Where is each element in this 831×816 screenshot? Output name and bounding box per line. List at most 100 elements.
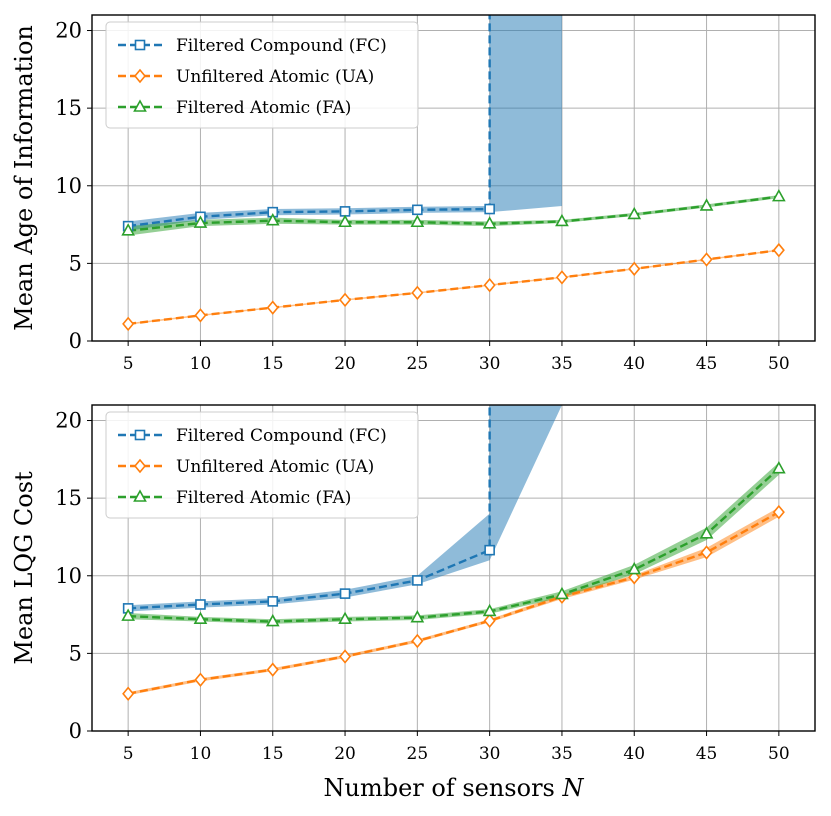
data-point xyxy=(772,242,785,258)
data-point xyxy=(555,586,569,600)
y-tick-label: 20 xyxy=(55,19,82,43)
data-point xyxy=(339,292,352,308)
x-axis-label: Number of sensors N xyxy=(323,774,584,802)
x-tick-label: 40 xyxy=(623,744,645,764)
y-axis-label: Mean Age of Information xyxy=(10,25,38,331)
data-point xyxy=(627,206,642,220)
legend-marker-1 xyxy=(133,68,147,84)
plot-area xyxy=(121,405,786,701)
data-point xyxy=(555,270,568,285)
x-tick-label: 30 xyxy=(479,744,501,764)
data-point xyxy=(484,203,495,215)
x-tick-label: 50 xyxy=(768,744,790,764)
legend-marker-1 xyxy=(133,458,147,474)
lqg-chart: 5 10 15 20 25 30 35 40 45 50 0 5 10 15 20 Mean LQG Cost… xyxy=(10,404,816,802)
y-tick-label: 5 xyxy=(69,641,82,665)
data-point xyxy=(265,613,280,627)
x-tick-label: 15 xyxy=(262,354,284,374)
axes-frame xyxy=(91,404,816,732)
data-point xyxy=(194,308,207,323)
data-point xyxy=(265,213,280,226)
x-tick-label: 45 xyxy=(696,354,718,374)
data-point xyxy=(772,504,785,520)
x-tick-label: 20 xyxy=(334,354,356,374)
legend-marker-2 xyxy=(133,489,147,502)
data-point xyxy=(194,672,207,688)
y-axis-label: Mean LQG Cost xyxy=(10,471,38,665)
x-axis-label-var: N xyxy=(562,774,585,802)
data-point xyxy=(121,223,136,236)
legend-marker-2 xyxy=(133,99,147,112)
y-tick-label: 10 xyxy=(55,564,82,588)
x-tick-label: 30 xyxy=(479,354,501,374)
confidence-band-0 xyxy=(128,405,562,612)
x-tick-label: 50 xyxy=(768,354,790,374)
plot-area xyxy=(121,15,786,332)
legend-box xyxy=(105,21,419,129)
data-point xyxy=(484,544,495,556)
y-tick-label: 0 xyxy=(69,719,82,743)
data-point xyxy=(122,316,135,332)
aoi-chart: 5 10 15 20 25 30 35 40 45 50 0 5 10 15 20 Mean Age of I… xyxy=(10,14,816,374)
data-point xyxy=(482,603,497,617)
data-point xyxy=(338,214,352,228)
legend-label-0: Filtered Compound (FC) xyxy=(176,426,387,446)
data-point xyxy=(339,206,351,217)
y-tick-label: 5 xyxy=(69,251,82,275)
x-tick-label: 40 xyxy=(623,354,645,374)
data-point xyxy=(555,213,569,227)
series-line-2 xyxy=(128,467,780,623)
legend-marker-0 xyxy=(134,39,146,51)
y-tick-label: 15 xyxy=(55,96,82,120)
data-point xyxy=(628,261,641,277)
x-tick-label: 15 xyxy=(262,744,284,764)
x-tick-label: 45 xyxy=(696,744,718,764)
x-tick-label: 10 xyxy=(190,354,212,374)
y-tick-label: 10 xyxy=(55,174,82,198)
legend-box xyxy=(105,411,419,519)
data-point xyxy=(193,611,208,625)
x-tick-label: 25 xyxy=(407,744,429,764)
legend-label-2: Filtered Atomic (FA) xyxy=(176,488,351,508)
data-point xyxy=(482,216,497,229)
data-point xyxy=(339,649,352,664)
y-tick-label: 20 xyxy=(55,409,82,433)
axes-frame xyxy=(91,14,816,342)
x-tick-label: 5 xyxy=(123,744,134,764)
x-tick-label: 35 xyxy=(551,354,573,374)
legend-label-0: Filtered Compound (FC) xyxy=(176,36,387,56)
data-point xyxy=(121,608,136,621)
x-tick-label: 35 xyxy=(551,744,573,764)
series-line-1 xyxy=(128,248,780,326)
legend: Filtered Compound (FC) Unfiltered Atomic … xyxy=(105,411,419,519)
series-line-2 xyxy=(128,195,780,232)
data-point xyxy=(412,575,423,586)
data-point xyxy=(412,204,423,216)
data-point xyxy=(195,599,206,610)
legend-marker-0 xyxy=(134,429,146,441)
x-tick-label: 20 xyxy=(334,744,356,764)
data-point xyxy=(266,662,279,677)
data-point xyxy=(700,252,713,267)
data-point xyxy=(700,545,713,560)
data-point xyxy=(411,633,424,649)
data-point xyxy=(410,610,425,623)
data-point xyxy=(410,214,425,228)
x-axis-label-text: Number of sensors xyxy=(323,774,562,802)
confidence-band-0 xyxy=(128,15,562,231)
legend-label-2: Filtered Atomic (FA) xyxy=(176,98,351,118)
legend-label-1: Unfiltered Atomic (UA) xyxy=(176,457,374,477)
x-tick-label: 25 xyxy=(407,354,429,374)
data-point xyxy=(339,588,351,599)
y-tick-label: 15 xyxy=(55,486,82,510)
legend: Filtered Compound (FC) Unfiltered Atomic … xyxy=(105,21,419,129)
y-tick-label: 0 xyxy=(69,329,82,353)
series-line-1 xyxy=(127,511,780,695)
data-point xyxy=(266,300,279,315)
data-point xyxy=(122,686,135,701)
data-point xyxy=(771,188,786,202)
legend-label-1: Unfiltered Atomic (UA) xyxy=(176,67,374,87)
data-point xyxy=(267,596,279,607)
data-point xyxy=(699,526,714,539)
